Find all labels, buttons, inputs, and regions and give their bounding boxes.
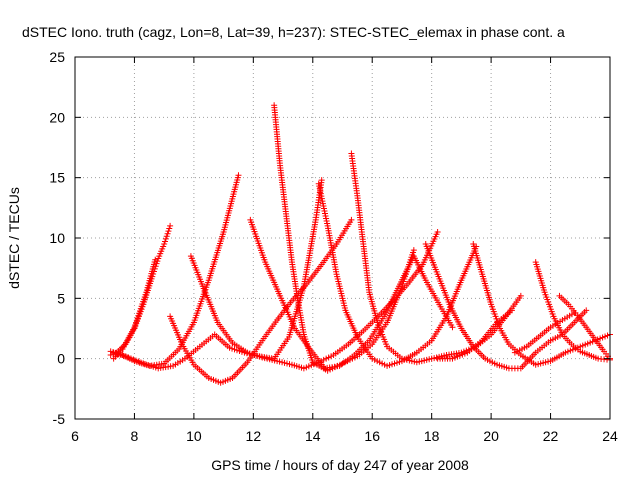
series-arc-1 xyxy=(107,222,174,359)
series-arc-13 xyxy=(434,307,515,362)
y-tick-label: 25 xyxy=(49,49,65,65)
x-tick-label: 20 xyxy=(483,428,499,444)
series-arc-16 xyxy=(511,309,578,356)
x-tick-label: 8 xyxy=(131,428,139,444)
y-tick-label: 5 xyxy=(57,290,65,306)
chart-title: dSTEC Iono. truth (cagz, Lon=8, Lat=39, … xyxy=(22,24,565,40)
data-point xyxy=(410,247,417,254)
series-arc-6 xyxy=(187,228,441,372)
x-axis-label: GPS time / hours of day 247 of year 2008 xyxy=(211,457,469,473)
series-arc-5 xyxy=(167,216,355,386)
series-arc-11 xyxy=(422,241,590,372)
data-point xyxy=(583,307,590,314)
data-point xyxy=(449,324,456,331)
x-tick-label: 16 xyxy=(364,428,380,444)
data-point xyxy=(165,228,172,235)
series-arc-3 xyxy=(107,172,242,369)
series-arc-9 xyxy=(315,180,480,369)
data-point xyxy=(318,177,325,184)
x-tick-label: 6 xyxy=(71,428,79,444)
data-point xyxy=(235,172,242,179)
data-point xyxy=(164,230,171,237)
data-point xyxy=(517,292,524,299)
data-series xyxy=(107,102,613,386)
y-tick-label: 10 xyxy=(49,230,65,246)
data-point xyxy=(348,216,355,223)
data-point xyxy=(508,307,515,314)
data-point xyxy=(166,225,173,232)
axis-ticks xyxy=(74,56,611,420)
x-tick-label: 14 xyxy=(305,428,321,444)
y-tick-label: 15 xyxy=(49,170,65,186)
y-tick-label: -5 xyxy=(53,411,66,427)
series-arc-10 xyxy=(348,150,524,366)
data-point xyxy=(163,233,170,240)
x-tick-label: 18 xyxy=(424,428,440,444)
series-arc-8 xyxy=(271,102,417,374)
x-tick-label: 22 xyxy=(543,428,559,444)
x-tick-label: 10 xyxy=(186,428,202,444)
data-point xyxy=(161,241,168,248)
data-point xyxy=(152,256,159,263)
y-tick-label: 0 xyxy=(57,351,65,367)
data-point xyxy=(434,228,441,235)
series-arc-2 xyxy=(110,256,159,362)
data-point xyxy=(571,309,578,316)
data-point xyxy=(167,222,174,229)
tick-labels: 6 8 10 12 14 16 18 20 22 24 -5 0 5 10 15 20 25 xyxy=(49,49,618,444)
x-tick-label: 12 xyxy=(246,428,262,444)
series-arc-12 xyxy=(470,241,613,368)
data-point xyxy=(162,235,169,242)
y-axis-label: dSTEC / TECUs xyxy=(6,187,22,289)
y-tick-label: 20 xyxy=(49,109,65,125)
data-point xyxy=(162,238,169,245)
x-tick-label: 24 xyxy=(602,428,618,444)
